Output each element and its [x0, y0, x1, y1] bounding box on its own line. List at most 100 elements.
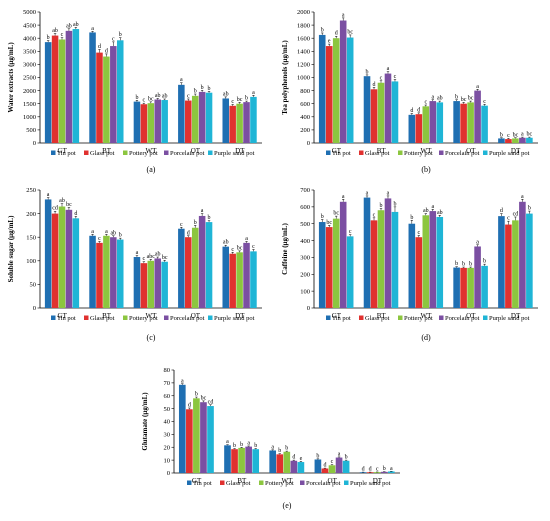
bar	[147, 103, 155, 143]
bar	[314, 459, 322, 473]
legend-label: Tin pot	[332, 150, 351, 157]
significance-label: d	[410, 108, 413, 114]
legend-label: Pottery pot	[129, 315, 158, 322]
bar	[359, 472, 367, 473]
y-axis-label: Tea polyphenols (μg/mL)	[281, 40, 289, 115]
bar	[110, 237, 117, 308]
bar	[391, 211, 399, 308]
significance-label: bc	[237, 245, 243, 251]
bar	[229, 105, 236, 143]
bar	[236, 252, 243, 308]
bar	[377, 210, 385, 308]
y-tick-label: 600	[300, 204, 310, 211]
significance-label: bc	[326, 220, 332, 226]
significance-label: ab	[110, 230, 116, 236]
y-tick-label: 1500	[23, 101, 36, 108]
bar	[339, 201, 347, 308]
x-tick-label: WT	[421, 147, 433, 155]
bar	[380, 471, 388, 473]
x-tick-label: DT	[511, 147, 521, 155]
significance-label: b	[278, 448, 281, 454]
x-tick-label: GT	[58, 312, 68, 320]
significance-label: b	[245, 96, 248, 102]
legend-label: Purple sand pot	[489, 150, 530, 157]
x-tick-label: BT	[237, 477, 247, 485]
legend-swatch	[326, 315, 331, 320]
bar	[222, 246, 230, 308]
significance-label: e	[328, 39, 331, 45]
significance-label: cd	[513, 211, 519, 217]
significance-label: a	[338, 451, 341, 457]
bar	[236, 103, 243, 143]
y-tick-label: 2000	[23, 88, 36, 95]
significance-label: b	[233, 443, 236, 449]
significance-label: bc	[66, 202, 72, 208]
y-tick-label: 40	[164, 419, 171, 426]
bar	[89, 32, 96, 143]
significance-label: c	[394, 74, 397, 80]
legend-swatch	[208, 315, 213, 320]
bar	[519, 137, 526, 143]
significance-label: bc	[148, 96, 154, 102]
legend-swatch	[398, 315, 403, 320]
significance-label: ab	[59, 198, 65, 204]
x-tick-label: WT	[146, 312, 158, 320]
panel-caption: (e)	[283, 501, 292, 510]
bar	[191, 95, 199, 143]
bar	[51, 35, 59, 143]
significance-label: a	[252, 90, 255, 96]
bar	[481, 105, 488, 143]
significance-label: c	[417, 230, 420, 236]
significance-label: b	[500, 132, 503, 138]
bar	[178, 384, 186, 473]
bar	[161, 261, 168, 308]
significance-label: c	[252, 244, 255, 250]
bar	[346, 37, 354, 143]
x-tick-label: BT	[377, 312, 387, 320]
bar	[154, 258, 161, 308]
bar	[453, 267, 460, 308]
significance-label: cd	[208, 399, 214, 405]
significance-label: c	[331, 459, 334, 465]
bar	[178, 84, 185, 143]
significance-label: bc	[201, 395, 207, 401]
bar	[335, 457, 343, 473]
significance-label: b	[285, 446, 288, 452]
x-tick-label: OT	[466, 147, 476, 155]
bar	[297, 462, 305, 473]
y-axis-label: Soluble sugar (μg/mL)	[7, 215, 15, 283]
bar	[325, 46, 333, 144]
legend-swatch	[51, 150, 56, 155]
significance-label: bc	[461, 97, 467, 103]
x-tick-label: BT	[102, 147, 112, 155]
y-tick-label: 4500	[23, 22, 36, 29]
bar	[526, 137, 533, 143]
x-tick-label: DT	[373, 477, 383, 485]
bar	[328, 465, 336, 473]
panel-caption: (b)	[421, 165, 431, 174]
bar	[318, 34, 326, 143]
legend-label: Pottery pot	[129, 150, 158, 157]
legend-label: Purple sand pot	[214, 315, 255, 322]
y-tick-label: 1400	[297, 49, 310, 56]
y-tick-label: 50	[164, 406, 171, 413]
significance-label: b	[135, 95, 138, 101]
x-tick-label: GT	[58, 147, 68, 155]
x-tick-label: WT	[146, 147, 158, 155]
bar	[505, 139, 512, 143]
legend-label: Porcelain pot	[445, 150, 480, 157]
x-tick-label: WT	[282, 477, 294, 485]
bar	[498, 216, 505, 308]
bar	[373, 472, 381, 473]
y-tick-label: 150	[26, 234, 36, 241]
significance-label: b	[366, 69, 369, 75]
legend-label: Pottery pot	[404, 150, 433, 157]
significance-label: bc	[468, 96, 474, 102]
significance-label: b	[254, 443, 257, 449]
y-tick-label: 200	[26, 211, 36, 218]
significance-label: c	[376, 466, 379, 472]
significance-label: ab	[73, 22, 79, 28]
bar	[140, 263, 148, 308]
y-tick-label: 3000	[23, 62, 36, 69]
bar	[133, 101, 141, 143]
